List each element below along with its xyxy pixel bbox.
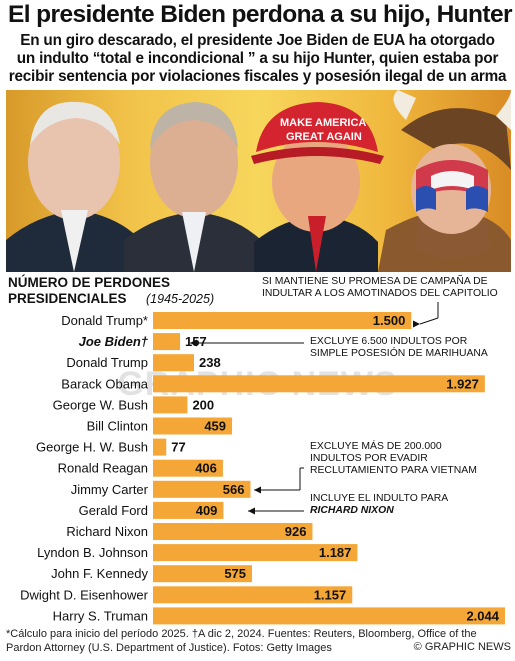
bar bbox=[153, 607, 505, 625]
bar bbox=[153, 396, 188, 414]
value-label: 1.500 bbox=[373, 313, 406, 328]
value-label: 459 bbox=[204, 419, 226, 434]
annotation-line: EXCLUYE 6.500 INDULTOS POR bbox=[310, 336, 468, 347]
portrait-trump: MAKE AMERICA GREAT AGAIN bbox=[251, 102, 384, 272]
annotation-line: INCLUYE EL INDULTO PARA bbox=[310, 493, 449, 504]
annotation-line: SIMPLE POSESIÓN DE MARIHUANA bbox=[310, 348, 488, 359]
value-label: 2.044 bbox=[466, 608, 499, 623]
annotation-arrow bbox=[248, 507, 255, 515]
value-label: 1.187 bbox=[319, 545, 352, 560]
photo-band: MAKE AMERICA GREAT AGAIN bbox=[6, 90, 511, 272]
annotation-carter: EXCLUYE MÁS DE 200.000 INDULTOS POR EVAD… bbox=[310, 441, 477, 477]
portrait-biden bbox=[6, 101, 141, 272]
chart-subtitle: (1945-2025) bbox=[146, 292, 215, 306]
bar bbox=[153, 565, 253, 583]
value-label: 238 bbox=[199, 355, 221, 370]
annotation-line: SI MANTIENE SU PROMESA DE CAMPAÑA DE bbox=[262, 276, 488, 287]
category-label: Lyndon B. Johnson bbox=[37, 545, 148, 560]
subtitle-line: En un giro descarado, el presidente Joe … bbox=[20, 32, 495, 49]
annotation-line: RECLUTAMIENTO PARA VIETNAM bbox=[310, 465, 477, 476]
value-label: 409 bbox=[196, 503, 218, 518]
subtitle-line: recibir sentencia por violaciones fiscal… bbox=[8, 68, 507, 85]
bar bbox=[153, 312, 412, 329]
annotation-line: INDULTAR A LOS AMOTINADOS DEL CAPITOLIO bbox=[262, 288, 498, 299]
bar bbox=[153, 501, 224, 519]
bar bbox=[153, 459, 223, 477]
category-label: Jimmy Carter bbox=[71, 482, 149, 497]
value-label: 1.927 bbox=[446, 376, 479, 391]
annotation-arrow bbox=[254, 486, 261, 494]
annotation-line: EXCLUYE MÁS DE 200.000 bbox=[310, 441, 442, 452]
category-label: George H. W. Bush bbox=[36, 440, 148, 455]
footnote: *Cálculo para inicio del período 2025. †… bbox=[6, 628, 477, 654]
category-label: Dwight D. Eisenhower bbox=[20, 587, 149, 602]
bar bbox=[153, 417, 233, 435]
annotation-line bbox=[419, 317, 439, 325]
value-label: 566 bbox=[223, 482, 245, 497]
value-label: 406 bbox=[195, 461, 217, 476]
category-label: Ronald Reagan bbox=[58, 461, 148, 476]
annotation-biden: EXCLUYE 6.500 INDULTOS POR SIMPLE POSESI… bbox=[310, 336, 488, 360]
category-label: Barack Obama bbox=[61, 376, 148, 391]
page-title: El presidente Biden perdona a su hijo, H… bbox=[8, 1, 513, 28]
subtitle-line: un indulto “total e incondicional ” a su… bbox=[16, 50, 499, 67]
annotation-line: RICHARD NIXON bbox=[310, 505, 394, 516]
page-subtitle: En un giro descarado, el presidente Joe … bbox=[0, 32, 515, 86]
bar bbox=[153, 480, 251, 498]
category-label: Bill Clinton bbox=[87, 419, 148, 434]
svg-text:MAKE AMERICA: MAKE AMERICA bbox=[280, 117, 366, 129]
annotation-ford: INCLUYE EL INDULTO PARA RICHARD NIXON bbox=[310, 493, 448, 517]
annotation-trump: SI MANTIENE SU PROMESA DE CAMPAÑA DE IND… bbox=[262, 276, 498, 300]
bar bbox=[153, 544, 358, 562]
chart-title: NÚMERO DE PERDONES PRESIDENCIALES bbox=[8, 275, 171, 306]
value-label: 200 bbox=[192, 397, 214, 412]
annotation-line: INDULTOS POR EVADIR bbox=[310, 453, 428, 464]
svg-text:GREAT AGAIN: GREAT AGAIN bbox=[286, 131, 362, 143]
category-label: Gerald Ford bbox=[79, 503, 148, 518]
category-label: Donald Trump bbox=[66, 355, 148, 370]
value-label: 1.157 bbox=[314, 587, 347, 602]
portrait-rioter bbox=[378, 90, 511, 272]
category-label: George W. Bush bbox=[53, 397, 148, 412]
value-label: 575 bbox=[224, 566, 246, 581]
bar bbox=[153, 375, 485, 393]
annotation-arrow bbox=[413, 320, 420, 328]
category-label: Harry S. Truman bbox=[53, 608, 148, 623]
annotation-arrow bbox=[190, 339, 197, 347]
bar bbox=[153, 333, 181, 351]
category-label: Joe Biden† bbox=[79, 334, 149, 349]
bar bbox=[153, 586, 353, 604]
category-label: John F. Kennedy bbox=[51, 566, 148, 581]
bar bbox=[153, 438, 167, 456]
bar bbox=[153, 354, 194, 372]
category-label: Richard Nixon bbox=[66, 524, 148, 539]
bar bbox=[153, 523, 313, 540]
category-label: Donald Trump* bbox=[61, 313, 148, 328]
value-label: 77 bbox=[171, 440, 185, 455]
portrait-hunter bbox=[124, 102, 261, 272]
credit: © GRAPHIC NEWS bbox=[413, 641, 511, 653]
value-label: 926 bbox=[285, 524, 307, 539]
